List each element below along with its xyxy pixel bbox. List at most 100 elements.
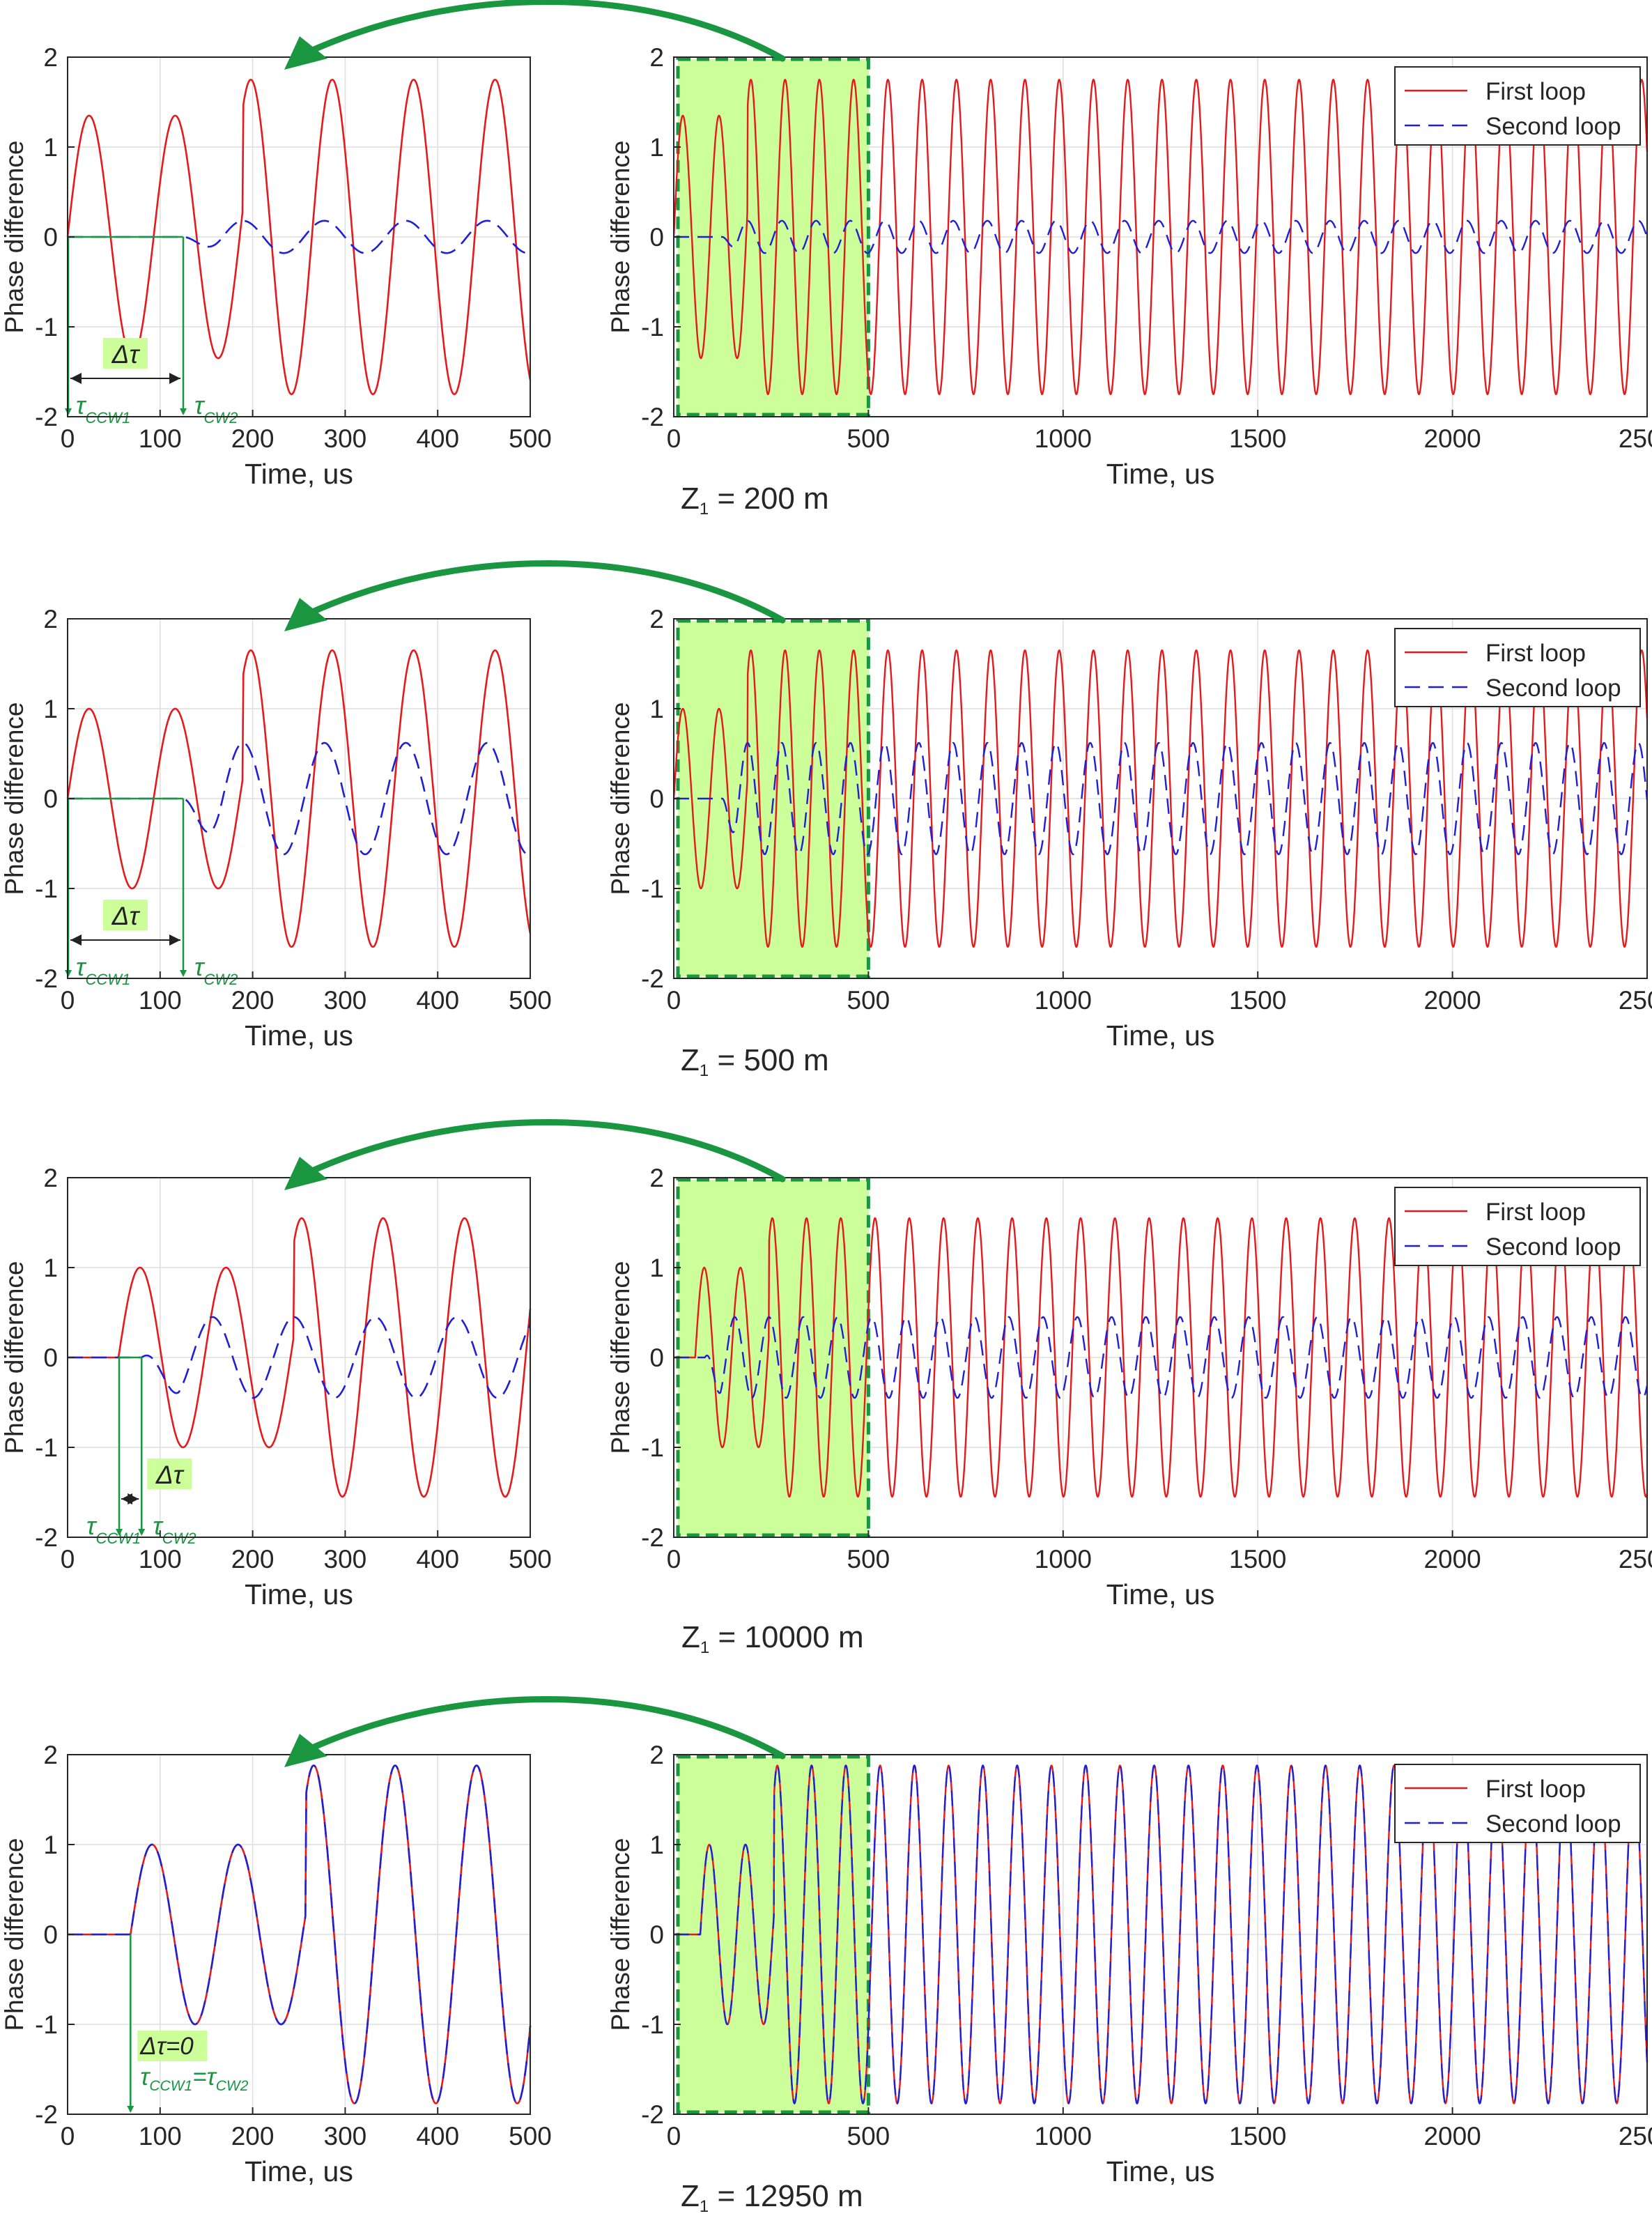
zoom-link-arrow [306, 1119, 786, 1183]
full-ytick-label: 2 [649, 605, 664, 633]
full-xtick-label: 1000 [1035, 2122, 1092, 2150]
full-ytick-label: 0 [649, 1344, 664, 1372]
full-ytick-label: 0 [649, 785, 664, 813]
zoom-ylabel: Phase difference [0, 1838, 29, 2031]
full-xtick-label: 2500 [1619, 424, 1652, 453]
legend-first-label: First loop [1485, 640, 1586, 667]
zoom-ytick-label: 2 [43, 1164, 58, 1192]
zoom-xtick-label: 100 [139, 2122, 182, 2150]
full-ytick-label: 0 [649, 1921, 664, 1949]
full-xtick-label: 0 [667, 2122, 681, 2150]
zoom-xtick-label: 300 [324, 424, 367, 453]
full-first-loop-line [673, 1217, 1649, 1498]
full-ylabel: Phase difference [606, 140, 635, 333]
full-xlabel: Time, us [1106, 458, 1215, 490]
full-ytick-label: -2 [641, 403, 664, 431]
delta-tau-label: Δτ [155, 1461, 185, 1489]
zoom-link-arrowhead [284, 1157, 327, 1190]
full-xtick-label: 1500 [1229, 2122, 1286, 2150]
full-ytick-label: 1 [649, 1831, 664, 1859]
full-xtick-label: 2500 [1619, 1545, 1652, 1573]
full-ytick-label: 2 [649, 1164, 664, 1192]
zoom-xtick-label: 300 [324, 1545, 367, 1573]
zoom-xtick-label: 200 [231, 2122, 275, 2150]
delta-tau-highlight [103, 338, 148, 369]
legend-box [1394, 628, 1641, 707]
delay-annotation: Δτ=0 τCCW1=τCW2 [127, 1934, 249, 2113]
zoom-xlabel: Time, us [245, 2155, 353, 2187]
zoom-xtick-label: 500 [509, 2122, 552, 2150]
full-first-loop-line [672, 79, 1649, 395]
legend-box [1394, 1187, 1641, 1266]
full-ytick-label: -1 [641, 2010, 664, 2039]
full-xtick-label: 500 [847, 986, 890, 1015]
full-xtick-label: 1000 [1035, 424, 1092, 453]
zoom-xtick-label: 100 [139, 986, 182, 1015]
zoom-link-arrow [306, 0, 786, 62]
zoom-xtick-label: 0 [61, 2122, 75, 2150]
zoom-ytick-label: 2 [43, 605, 58, 633]
full-first-loop-line [672, 649, 1649, 948]
zoom-xtick-label: 500 [509, 424, 552, 453]
delta-arrow-right [169, 373, 180, 384]
zoom-ytick-label: -2 [35, 964, 58, 993]
full-ytick-label: -1 [641, 1433, 664, 1462]
zoom-ytick-label: 1 [43, 133, 58, 162]
zoom-ytick-label: 0 [43, 785, 58, 813]
full-ytick-label: 1 [649, 695, 664, 723]
zoom-ytick-label: -1 [35, 2010, 58, 2039]
zoom-link-arrowhead [284, 1734, 327, 1767]
full-xtick-label: 500 [847, 1545, 890, 1573]
legend: First loop Second loop [1394, 628, 1641, 707]
zoom-first-loop-line [66, 79, 532, 396]
full-xtick-label: 1500 [1229, 1545, 1286, 1573]
full-xlabel: Time, us [1106, 1578, 1215, 1610]
legend: First loop Second loop [1394, 1187, 1641, 1266]
depth-label: Z1 = 10000 m [681, 1620, 864, 1657]
tau-equal-label: τCCW1=τCW2 [140, 2063, 248, 2094]
depth-label: Z1 = 200 m [681, 482, 829, 518]
zoom-ytick-label: 1 [43, 695, 58, 723]
legend-first-label: First loop [1485, 1199, 1586, 1226]
legend-first-label: First loop [1485, 1776, 1586, 1803]
legend-box [1394, 1764, 1641, 1843]
zoom-ytick-label: 2 [43, 43, 58, 72]
legend-second-label: Second loop [1485, 113, 1621, 140]
full-xtick-label: 2000 [1423, 2122, 1481, 2150]
legend-first-label: First loop [1485, 78, 1586, 105]
full-xtick-label: 2500 [1619, 2122, 1652, 2150]
full-ytick-label: 2 [649, 43, 664, 72]
delta-tau-highlight [103, 900, 148, 930]
zoom-link-arrow [306, 560, 786, 624]
full-ytick-label: 1 [649, 1254, 664, 1282]
zoom-xtick-label: 400 [416, 424, 459, 453]
zoom-ytick-label: 0 [43, 1344, 58, 1372]
zoom-ylabel: Phase difference [0, 140, 29, 333]
full-ylabel: Phase difference [606, 1261, 635, 1454]
full-xtick-label: 1000 [1035, 986, 1092, 1015]
full-xtick-label: 500 [847, 2122, 890, 2150]
full-xtick-label: 2000 [1423, 1545, 1481, 1573]
legend-second-label: Second loop [1485, 1810, 1621, 1838]
delta-tau-label: Δτ [111, 902, 141, 930]
zoom-xtick-label: 200 [231, 986, 275, 1015]
full-ytick-label: -2 [641, 1523, 664, 1552]
zoom-xtick-label: 400 [416, 2122, 459, 2150]
zoom-xtick-label: 100 [139, 1545, 182, 1573]
zoom-xtick-label: 500 [509, 986, 552, 1015]
zoom-xtick-label: 200 [231, 424, 275, 453]
zoom-link-arrowhead [284, 36, 327, 70]
legend: First loop Second loop [1394, 66, 1641, 146]
full-xtick-label: 0 [667, 1545, 681, 1573]
full-ytick-label: -2 [641, 964, 664, 993]
full-xtick-label: 1500 [1229, 986, 1286, 1015]
zoom-first-loop-line [66, 649, 532, 948]
depth-label: Z1 = 500 m [681, 1043, 829, 1080]
full-xtick-label: 2000 [1423, 986, 1481, 1015]
zoom-ytick-label: 0 [43, 223, 58, 252]
zoom-region-highlight [676, 1178, 870, 1537]
full-xtick-label: 0 [667, 424, 681, 453]
zoom-xtick-label: 300 [324, 986, 367, 1015]
zoom-ytick-label: -1 [35, 313, 58, 341]
